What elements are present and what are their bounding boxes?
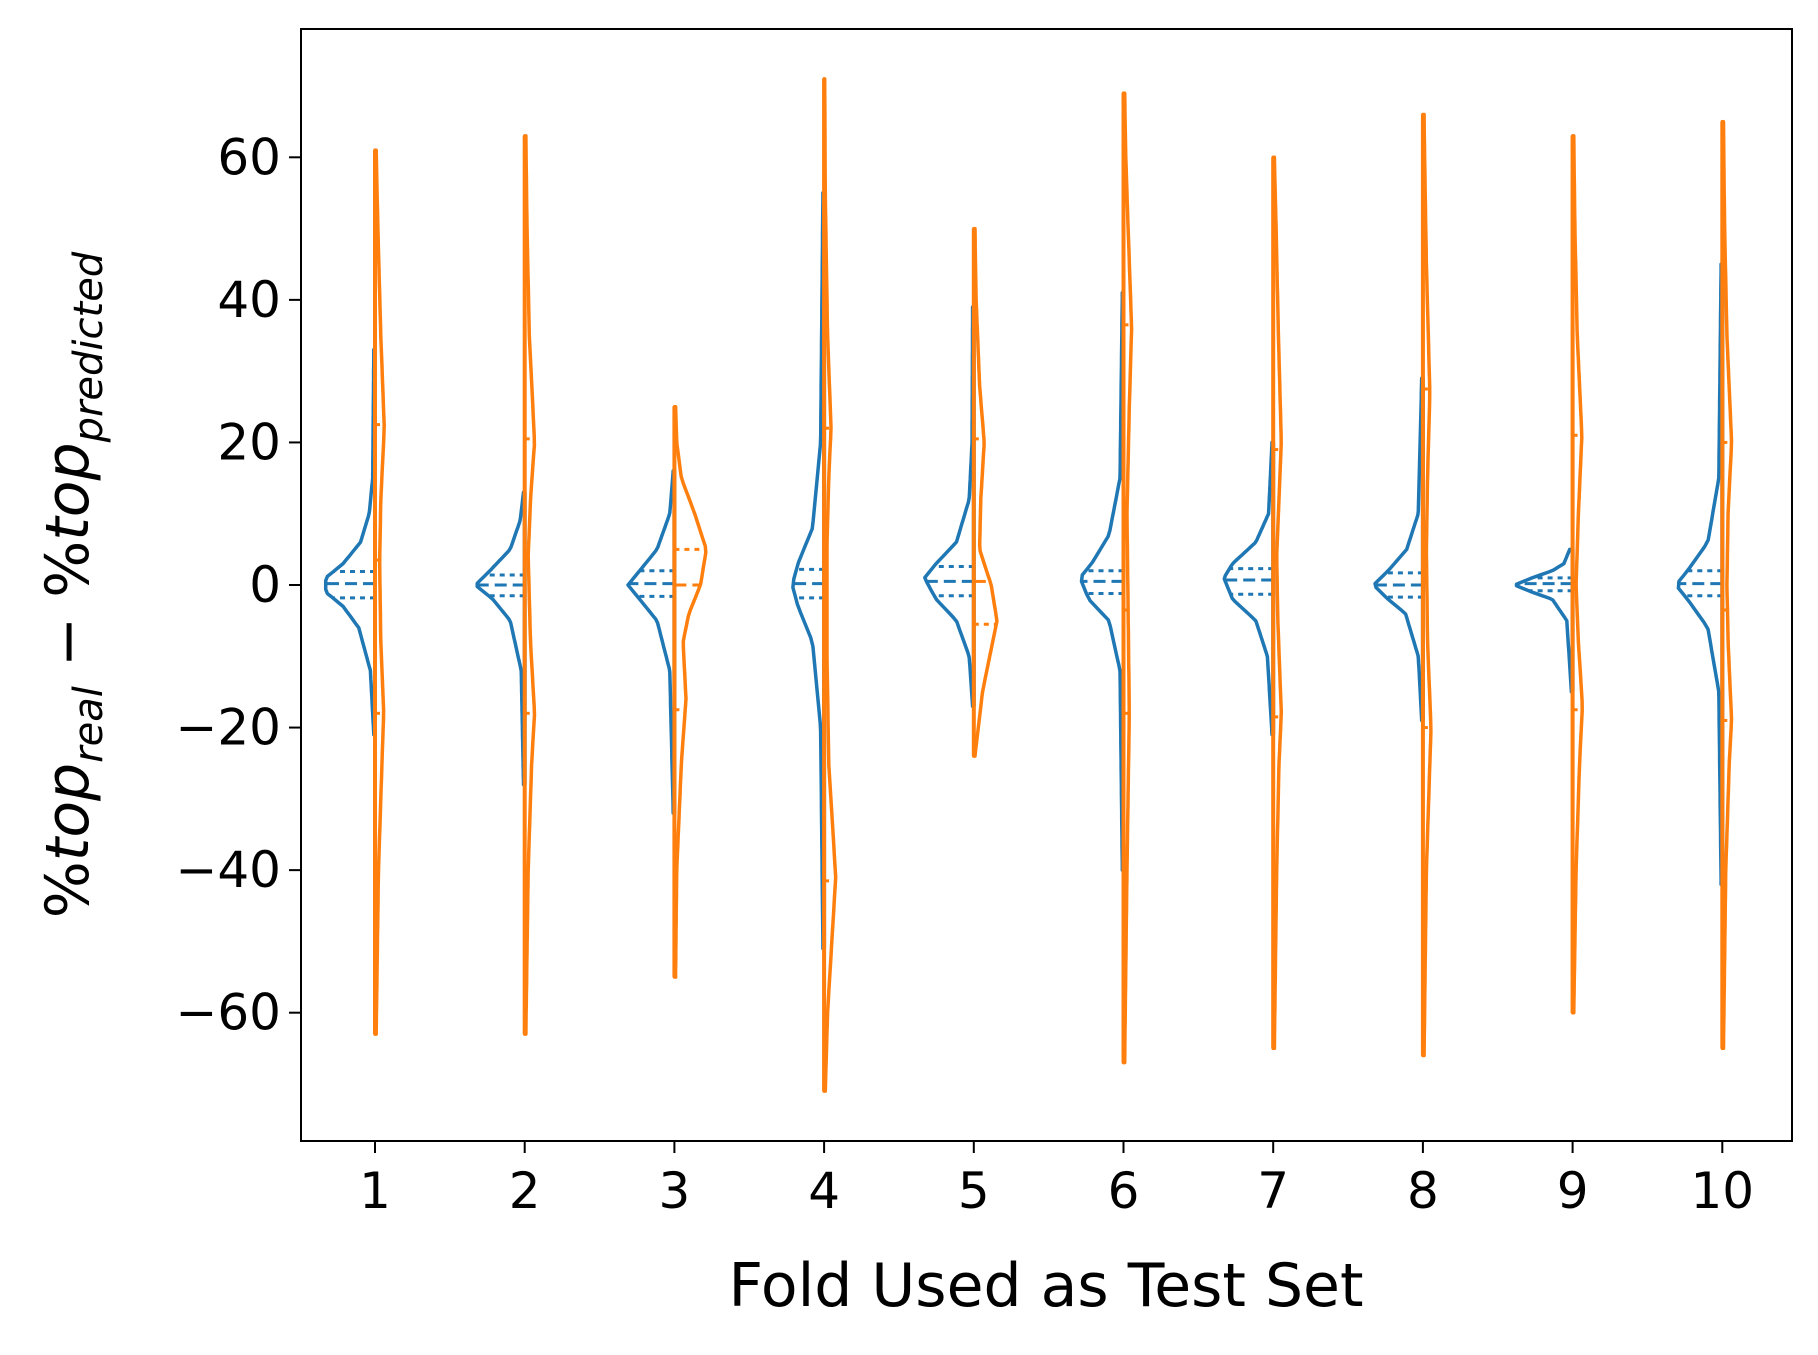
violin-right-fold-2 — [522, 134, 537, 1036]
violin-left-fold-5 — [923, 305, 976, 708]
violin-left-fold-2 — [475, 490, 527, 787]
y-tick-label: −60 — [175, 984, 281, 1042]
x-axis-ticks: 1 2 3 4 5 6 7 8 9 10 — [359, 1141, 1754, 1220]
violin-body — [1222, 440, 1275, 737]
violin-left-fold-10 — [1676, 262, 1725, 887]
violins-layer — [323, 77, 1734, 1093]
violin-body — [626, 469, 677, 815]
x-tick-label: 9 — [1557, 1162, 1589, 1220]
violin-left-fold-7 — [1222, 440, 1276, 737]
x-tick-label: 2 — [509, 1162, 541, 1220]
violin-right-fold-1 — [373, 148, 386, 1036]
y-label-term2: top — [33, 442, 103, 540]
violin-body — [1514, 547, 1575, 694]
x-tick-label: 3 — [658, 1162, 690, 1220]
x-axis-label: Fold Used as Test Set — [728, 1251, 1363, 1321]
violin-body — [522, 134, 537, 1036]
y-label-sub1: real — [66, 686, 112, 763]
x-tick-label: 10 — [1690, 1162, 1754, 1220]
x-tick-label: 1 — [359, 1162, 391, 1220]
violin-right-fold-6 — [1121, 91, 1134, 1065]
y-tick-label: −20 — [175, 699, 281, 757]
violin-body — [672, 405, 708, 979]
x-tick-label: 5 — [958, 1162, 990, 1220]
y-tick-label: 0 — [249, 556, 281, 614]
violin-body — [373, 148, 386, 1036]
violin-body — [475, 490, 527, 787]
violin-body — [1720, 119, 1734, 1051]
y-axis-label: %topreal − %toppredicted — [33, 251, 112, 918]
violin-right-fold-4 — [822, 77, 838, 1093]
violin-body — [923, 305, 976, 708]
x-tick-label: 4 — [808, 1162, 840, 1220]
violin-left-fold-1 — [323, 348, 377, 737]
violin-right-fold-8 — [1420, 112, 1433, 1058]
y-label-prefix: % — [33, 861, 103, 918]
violin-left-fold-9 — [1514, 547, 1575, 694]
violin-body — [791, 191, 826, 951]
violin-body — [1421, 112, 1433, 1058]
x-tick-label: 8 — [1407, 1162, 1439, 1220]
y-tick-label: −40 — [175, 841, 281, 899]
violin-body — [1271, 155, 1284, 1051]
violin-left-fold-3 — [626, 469, 677, 815]
y-label-term1: top — [33, 763, 103, 861]
y-label-sub2: predicted — [66, 251, 112, 443]
x-tick-label: 7 — [1257, 1162, 1289, 1220]
violin-body — [1079, 290, 1126, 872]
violin-right-fold-3 — [672, 405, 708, 979]
violin-body — [1676, 262, 1725, 887]
y-label-minus: − % — [33, 541, 103, 686]
y-tick-label: 40 — [217, 271, 281, 329]
violin-body — [323, 348, 377, 737]
violin-body — [1121, 91, 1134, 1065]
violin-body — [972, 226, 999, 758]
violin-right-fold-9 — [1570, 134, 1584, 1015]
violin-left-fold-8 — [1373, 376, 1425, 723]
violin-body — [1570, 134, 1584, 1015]
y-axis-ticks: −60 −40 −20 0 20 40 60 — [175, 128, 301, 1042]
y-tick-label: 20 — [217, 413, 281, 471]
violin-left-fold-4 — [791, 191, 827, 951]
violin-left-fold-6 — [1079, 290, 1126, 872]
y-tick-label: 60 — [217, 128, 281, 186]
violin-body — [1373, 376, 1425, 723]
violin-right-fold-7 — [1271, 155, 1284, 1051]
x-tick-label: 6 — [1108, 1162, 1140, 1220]
violin-right-fold-10 — [1720, 119, 1734, 1051]
violin-right-fold-5 — [971, 226, 999, 758]
